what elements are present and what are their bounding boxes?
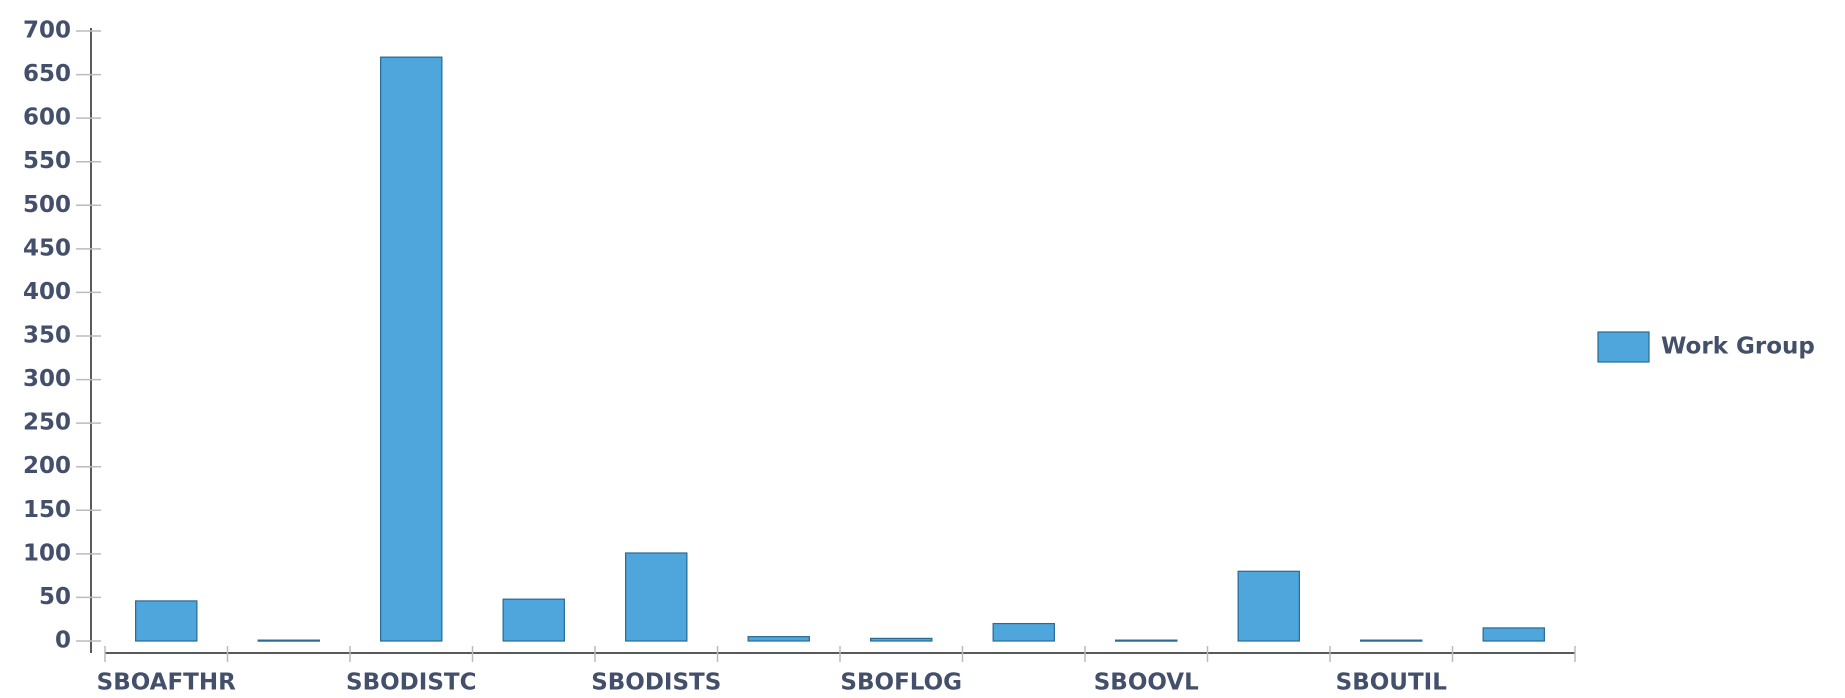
bar	[1237, 570, 1300, 642]
legend-swatch	[1597, 331, 1650, 363]
x-tick-label: SBOUTIL	[1336, 670, 1448, 696]
y-tick-label: 100	[23, 540, 71, 566]
y-tick-label: 50	[39, 584, 71, 610]
y-tick-label: 600	[23, 105, 71, 131]
bar	[992, 622, 1055, 642]
bar	[380, 56, 443, 642]
legend-label: Work Group	[1661, 334, 1815, 360]
x-tick-label: SBOAFTHR	[97, 670, 236, 696]
y-tick-label: 200	[23, 453, 71, 479]
x-tick-label: SBOFLOG	[840, 670, 962, 696]
x-tick-label: SBODISTS	[591, 670, 721, 696]
y-tick-label: 400	[23, 279, 71, 305]
y-tick-label: 300	[23, 366, 71, 392]
y-tick-label: 250	[23, 410, 71, 436]
y-tick-label: 450	[23, 235, 71, 261]
y-tick-label: 0	[55, 628, 71, 654]
x-tick-label: SBODISTC	[346, 670, 476, 696]
bar	[1360, 639, 1423, 642]
bar	[1482, 627, 1545, 642]
x-tick-label: SBOOVL	[1094, 670, 1199, 696]
bar	[747, 636, 810, 642]
y-tick-label: 650	[23, 61, 71, 87]
bar	[1115, 639, 1178, 642]
y-tick-label: 700	[23, 18, 71, 44]
bar	[135, 600, 198, 642]
bar	[257, 639, 320, 642]
bar	[502, 598, 565, 642]
bar	[870, 637, 933, 642]
y-tick-label: 550	[23, 148, 71, 174]
y-tick-label: 350	[23, 323, 71, 349]
y-tick-label: 150	[23, 497, 71, 523]
y-tick-label: 500	[23, 192, 71, 218]
bar	[625, 552, 688, 642]
